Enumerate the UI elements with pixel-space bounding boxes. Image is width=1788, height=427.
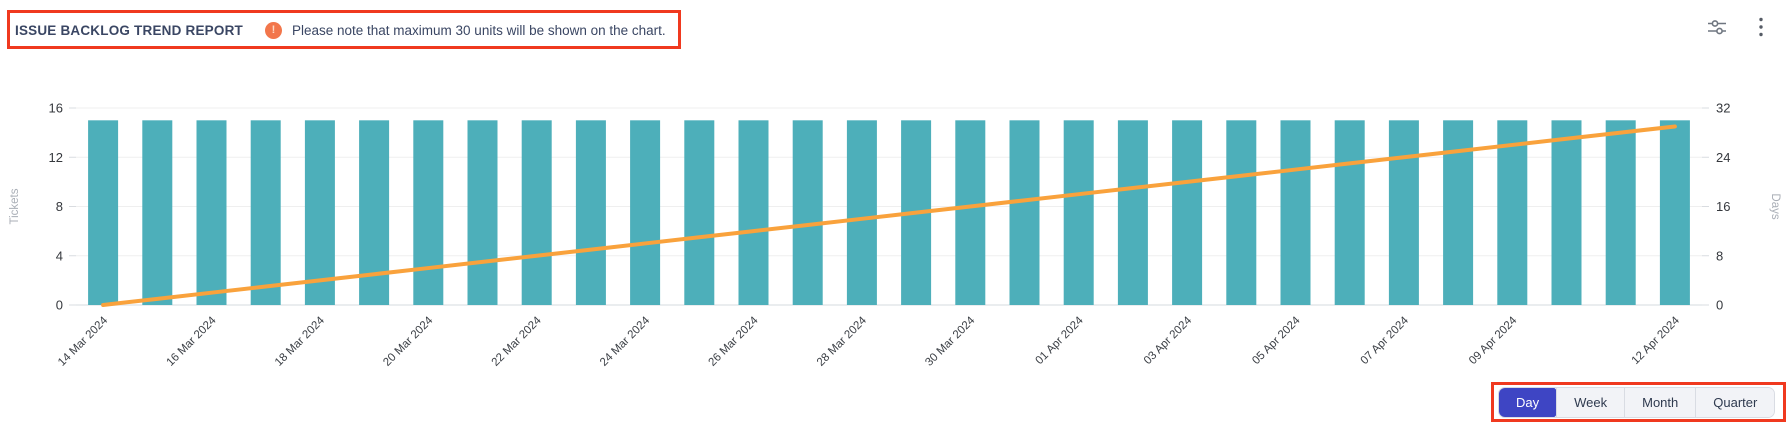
x-axis-label: 18 Mar 2024 xyxy=(273,314,328,369)
left-axis-tick-label: 8 xyxy=(56,199,63,214)
x-axis-label: 22 Mar 2024 xyxy=(490,314,545,369)
bar-28 Mar 2024[interactable] xyxy=(846,120,877,305)
bar-24 Mar 2024[interactable] xyxy=(630,120,661,305)
right-axis-tick-label: 24 xyxy=(1716,150,1730,165)
x-axis-label: 30 Mar 2024 xyxy=(923,314,978,369)
x-axis-label: 28 Mar 2024 xyxy=(815,314,870,369)
bar-20 Mar 2024[interactable] xyxy=(413,120,444,305)
exclamation-circle-icon: ! xyxy=(264,21,282,39)
x-axis-label: 03 Apr 2024 xyxy=(1142,314,1195,367)
chart-toolbar xyxy=(1704,14,1774,40)
bar-17 Mar 2024[interactable] xyxy=(250,120,281,305)
bar-11 Apr 2024[interactable] xyxy=(1605,120,1636,305)
left-axis-name: Tickets xyxy=(9,188,21,224)
report-title: ISSUE BACKLOG TREND REPORT xyxy=(15,22,243,38)
bar-26 Mar 2024[interactable] xyxy=(738,120,769,305)
bar-30 Mar 2024[interactable] xyxy=(955,120,986,305)
bar-07 Apr 2024[interactable] xyxy=(1388,120,1419,305)
days-trend-line xyxy=(101,124,1677,307)
sliders-icon[interactable] xyxy=(1704,14,1730,40)
x-axis-label: 07 Apr 2024 xyxy=(1359,314,1412,367)
toggle-button-day[interactable]: Day xyxy=(1499,388,1558,417)
bar-25 Mar 2024[interactable] xyxy=(684,120,715,305)
left-axis-tick-label: 0 xyxy=(56,298,63,313)
bar-22 Mar 2024[interactable] xyxy=(521,120,552,305)
bar-03 Apr 2024[interactable] xyxy=(1172,120,1203,305)
bar-15 Mar 2024[interactable] xyxy=(142,120,173,305)
report-header: ISSUE BACKLOG TREND REPORT ! Please note… xyxy=(15,13,666,47)
bar-31 Mar 2024[interactable] xyxy=(1009,120,1040,305)
right-axis-tick-label: 32 xyxy=(1716,101,1730,116)
toggle-button-month[interactable]: Month xyxy=(1624,388,1696,417)
bar-21 Mar 2024[interactable] xyxy=(467,120,498,305)
bar-12 Apr 2024[interactable] xyxy=(1659,120,1690,305)
x-axis-label: 26 Mar 2024 xyxy=(706,314,761,369)
bar-27 Mar 2024[interactable] xyxy=(792,120,823,305)
x-axis-label: 14 Mar 2024 xyxy=(56,314,111,369)
x-axis-label: 09 Apr 2024 xyxy=(1467,314,1520,367)
left-axis-tick-label: 16 xyxy=(49,101,63,116)
left-axis-tick-label: 4 xyxy=(56,248,63,263)
bar-06 Apr 2024[interactable] xyxy=(1334,120,1365,305)
right-axis-tick-label: 16 xyxy=(1716,199,1730,214)
x-axis-label: 20 Mar 2024 xyxy=(381,314,436,369)
kebab-menu-icon[interactable] xyxy=(1748,14,1774,40)
bar-14 Mar 2024[interactable] xyxy=(88,120,119,305)
bar-09 Apr 2024[interactable] xyxy=(1497,120,1528,305)
toggle-button-week[interactable]: Week xyxy=(1556,388,1625,417)
max-units-note: Please note that maximum 30 units will b… xyxy=(291,22,666,38)
bar-23 Mar 2024[interactable] xyxy=(575,120,606,305)
x-axis-label: 01 Apr 2024 xyxy=(1033,314,1086,367)
right-axis-tick-label: 8 xyxy=(1716,248,1723,263)
x-axis-label: 05 Apr 2024 xyxy=(1250,314,1303,367)
bar-04 Apr 2024[interactable] xyxy=(1226,120,1257,305)
bar-05 Apr 2024[interactable] xyxy=(1280,120,1311,305)
time-range-toggle: Day Week Month Quarter xyxy=(1498,387,1776,418)
bar-10 Apr 2024[interactable] xyxy=(1551,120,1582,305)
bar-01 Apr 2024[interactable] xyxy=(1063,120,1094,305)
bar-18 Mar 2024[interactable] xyxy=(304,120,335,305)
x-axis-label: 24 Mar 2024 xyxy=(598,314,653,369)
left-axis-tick-label: 12 xyxy=(49,150,63,165)
x-axis-label: 16 Mar 2024 xyxy=(164,314,219,369)
x-axis-label: 12 Apr 2024 xyxy=(1630,314,1683,367)
toggle-button-quarter[interactable]: Quarter xyxy=(1695,388,1775,417)
bar-02 Apr 2024[interactable] xyxy=(1117,120,1148,305)
right-axis-tick-label: 0 xyxy=(1716,298,1723,313)
right-axis-name: Days xyxy=(1769,193,1781,219)
bar-16 Mar 2024[interactable] xyxy=(196,120,227,305)
